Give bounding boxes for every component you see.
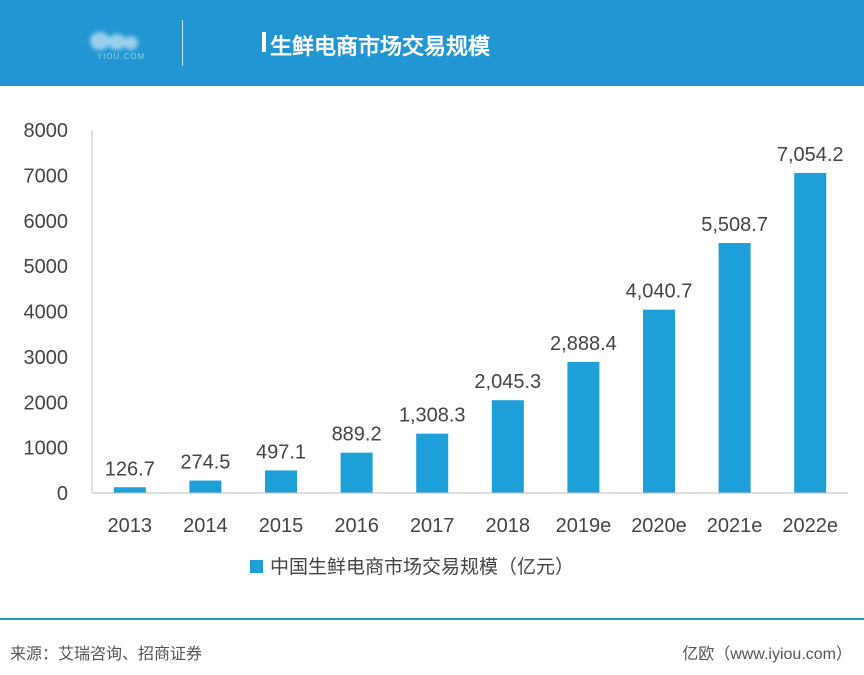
- bar-2017: [416, 433, 449, 493]
- data-label: 126.7: [105, 458, 155, 480]
- legend-label: 中国生鲜电商市场交易规模（亿元）: [270, 556, 574, 578]
- data-label: 497.1: [256, 441, 306, 463]
- source-note: 来源：艾瑞咨询、招商证券: [10, 646, 203, 663]
- logo: YIOU.COM: [86, 28, 156, 64]
- bar-2019e: [567, 361, 600, 493]
- legend-swatch: [250, 560, 263, 573]
- bar-2021e: [718, 243, 751, 493]
- y-tick-label: 6000: [24, 211, 69, 233]
- bar-2022e: [794, 172, 827, 493]
- x-tick-label: 2021e: [707, 515, 763, 537]
- y-tick-label: 2000: [24, 392, 69, 414]
- x-tick-label: 2015: [259, 515, 304, 537]
- legend: 中国生鲜电商市场交易规模（亿元）: [250, 556, 574, 578]
- bar-2014: [189, 480, 222, 493]
- x-tick-label: 2016: [334, 515, 379, 537]
- x-axis: 2013 2014 2015 2016 2017 2018 2019e 2020e 2021e 2…: [92, 492, 848, 537]
- footer-divider: [0, 618, 864, 620]
- bar-chart: 0 1000 2000 3000 4000 5000 6000 7000 8000 126.7 2…: [24, 120, 848, 578]
- y-tick-label: 8000: [24, 120, 69, 142]
- site-credit: 亿欧（www.iyiou.com）: [682, 646, 852, 663]
- bar-2020e: [643, 309, 675, 493]
- x-tick-label: 2014: [183, 515, 228, 537]
- bar-2016: [340, 452, 373, 493]
- data-label: 889.2: [332, 424, 382, 446]
- x-tick-label: 2013: [108, 515, 153, 537]
- page-title: 生鲜电商市场交易规模: [270, 34, 491, 59]
- x-tick-label: 2018: [486, 515, 531, 537]
- header-divider: [182, 20, 183, 66]
- y-tick-label: 3000: [24, 347, 69, 369]
- data-label: 2,888.4: [550, 333, 617, 355]
- x-tick-label: 2017: [410, 515, 455, 537]
- y-tick-label: 4000: [24, 302, 69, 324]
- y-tick-label: 5000: [24, 256, 69, 278]
- bar-2015: [265, 470, 297, 493]
- data-label: 2,045.3: [474, 371, 541, 393]
- y-tick-label: 1000: [24, 438, 69, 460]
- data-label: 5,508.7: [701, 214, 768, 236]
- data-label: 274.5: [180, 452, 230, 474]
- x-tick-label: 2022e: [782, 515, 838, 537]
- header-banner: YIOU.COM 生鲜电商市场交易规模: [0, 0, 864, 86]
- y-tick-label: 7000: [24, 165, 69, 187]
- data-label: 1,308.3: [399, 405, 466, 427]
- data-label: 7,054.2: [777, 144, 844, 166]
- bar-2018: [491, 400, 524, 493]
- bar-2013: [113, 487, 146, 493]
- x-tick-label: 2020e: [631, 515, 687, 537]
- y-tick-label: 0: [57, 483, 68, 505]
- title-marker: [262, 32, 266, 52]
- bars: 126.7 274.5 497.1 889.2 1,308.3 2,045.3 2,888.…: [105, 144, 844, 493]
- data-label: 4,040.7: [626, 281, 693, 303]
- x-tick-label: 2019e: [556, 515, 612, 537]
- y-axis: 0 1000 2000 3000 4000 5000 6000 7000 8000: [24, 120, 93, 505]
